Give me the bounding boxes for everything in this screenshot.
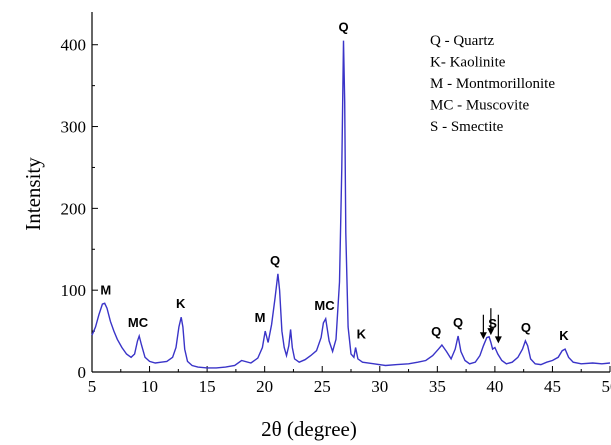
x-tick-label: 40 [486,377,503,396]
peak-arrows [479,308,502,344]
axis-tick-labels: 5 10 15 20 25 30 35 40 45 50 0 100 200 300 400 [61,36,611,396]
x-tick-label: 20 [256,377,273,396]
legend-entry: Q - Quartz [430,33,494,49]
peak-label: M [100,282,111,297]
peak-label: MC [128,315,149,330]
peak-label: Q [453,315,463,330]
axis-ticks [91,44,611,373]
x-tick-label: 50 [602,377,611,396]
y-tick-label: 300 [61,118,87,137]
legend-entry: M - Montmorillonite [430,76,555,92]
peak-label: MC [314,298,335,313]
peak-label: K [559,328,569,343]
x-tick-label: 35 [429,377,446,396]
legend-entry: MC - Muscovite [430,98,530,114]
plot-frame [91,12,610,373]
peak-arrow [479,314,487,340]
arrow-head [479,332,487,340]
peak-arrow [494,314,502,344]
x-tick-label: 15 [199,377,216,396]
peak-label: Q [338,20,348,35]
peak-label: M [255,310,266,325]
x-tick-label: 10 [141,377,158,396]
x-tick-label: 30 [371,377,388,396]
y-axis-title: Intensity [21,157,45,231]
peak-label: Q [431,324,441,339]
peak-label: K [357,326,367,341]
peak-arrow [487,308,495,336]
legend: Q - Quartz K- Kaolinite M - Montmorillonit… [430,33,555,135]
y-tick-label: 100 [61,281,87,300]
xrd-pattern-line [91,40,611,369]
x-tick-label: 25 [314,377,331,396]
legend-entry: S - Smectite [430,119,504,135]
arrow-head [494,336,502,344]
peak-label: Q [270,253,280,268]
x-tick-label: 5 [88,377,97,396]
y-tick-label: 400 [61,36,87,55]
peak-label: K [176,296,186,311]
arrow-head [487,328,495,336]
y-tick-label: 200 [61,199,87,218]
x-tick-label: 45 [544,377,561,396]
legend-entry: K- Kaolinite [430,55,506,71]
peak-label: Q [521,320,531,335]
y-tick-label: 0 [78,363,87,382]
x-axis-title: 2θ (degree) [261,417,357,441]
peak-label: S [488,316,497,331]
